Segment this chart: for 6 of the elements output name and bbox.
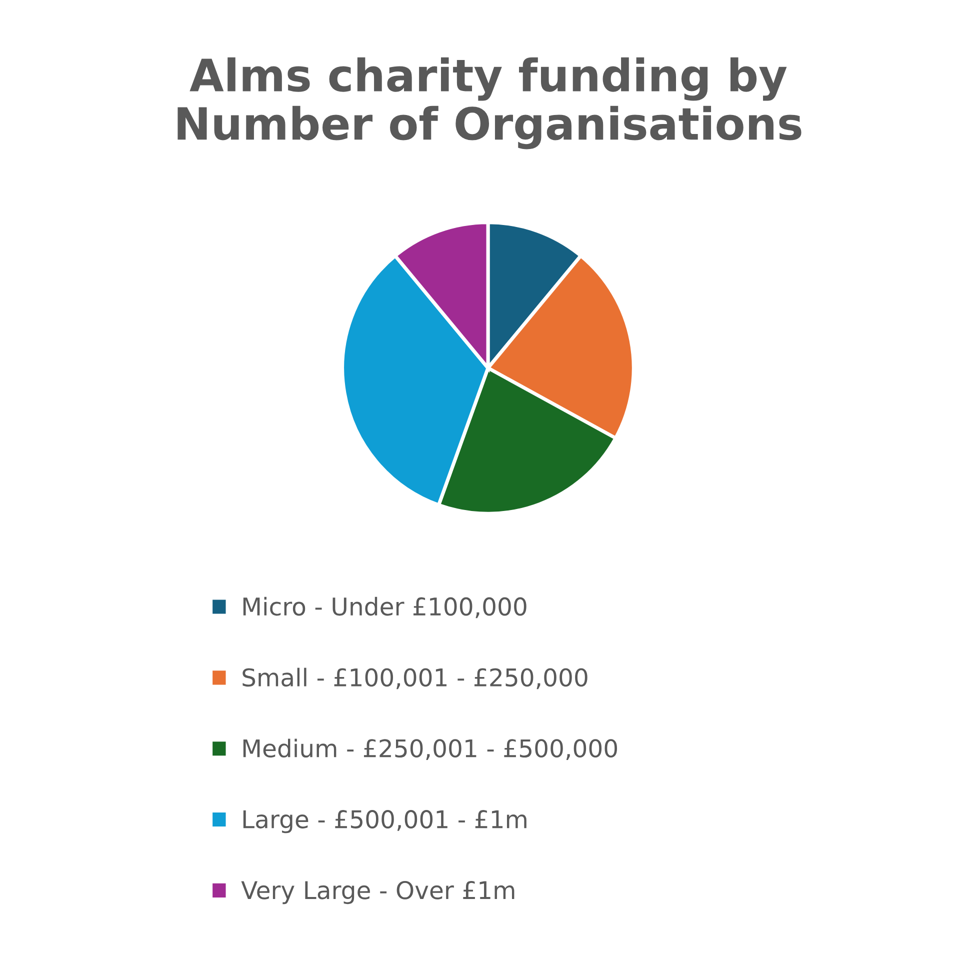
chart-title: Alms charity funding by Number of Organisations	[178, 57, 802, 150]
legend-label: Large - £500,001 - £1m	[243, 810, 526, 834]
legend-label: Small - £100,001 - £250,000	[242, 668, 588, 690]
legend-label: Micro - Under £100,000	[243, 596, 526, 618]
legend-label: Medium - £250,001 - £500,000	[243, 738, 618, 760]
legend-label: Very Large - Over £1m	[241, 880, 514, 904]
